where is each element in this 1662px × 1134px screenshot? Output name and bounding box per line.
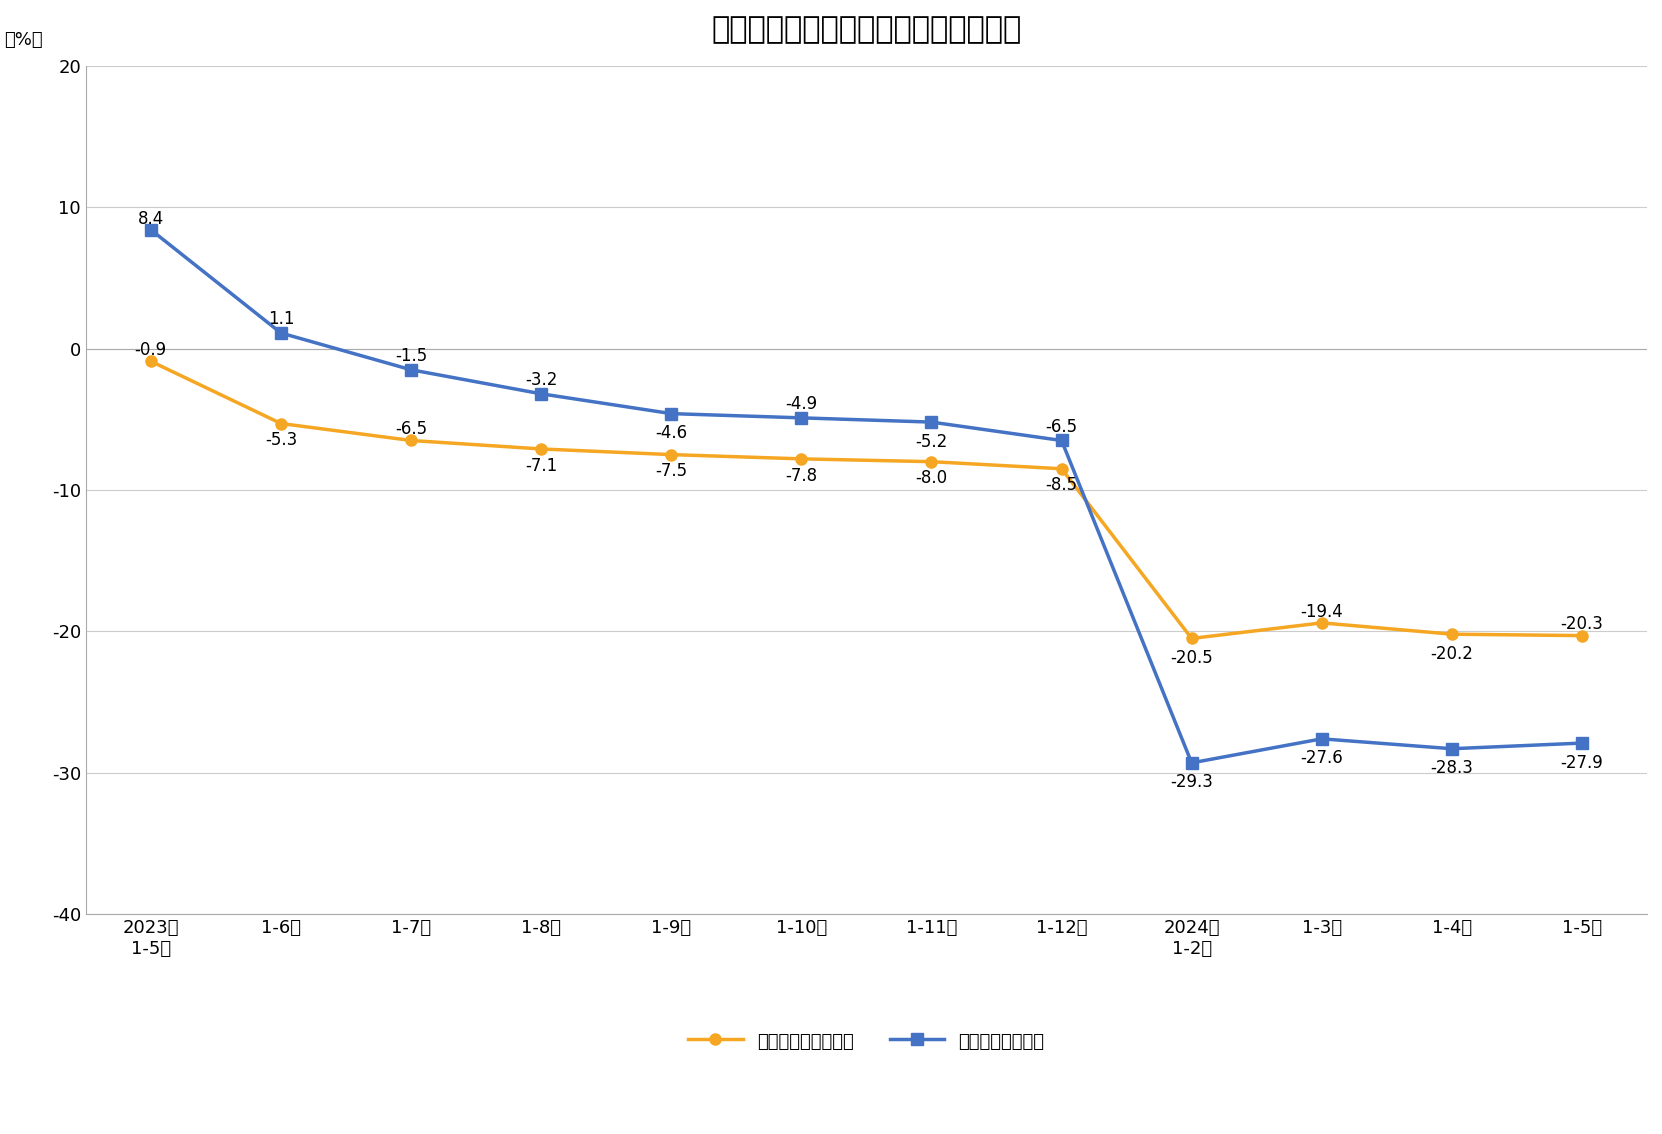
- Text: -7.8: -7.8: [786, 466, 818, 484]
- 新建商品房销售面积: [791, 452, 811, 466]
- Text: -27.9: -27.9: [1561, 753, 1604, 771]
- Text: -19.4: -19.4: [1300, 603, 1343, 620]
- 新建商品房销售面积: [401, 433, 420, 447]
- Text: -29.3: -29.3: [1170, 773, 1213, 792]
- 新建商品房销售面积: [921, 455, 941, 468]
- 新建商品房销售额: [791, 411, 811, 424]
- Text: -27.6: -27.6: [1300, 750, 1343, 768]
- 新建商品房销售面积: [141, 355, 161, 369]
- Text: -4.6: -4.6: [655, 424, 688, 442]
- 新建商品房销售额: [141, 223, 161, 237]
- 新建商品房销售额: [1443, 742, 1463, 755]
- Text: -6.5: -6.5: [396, 421, 427, 439]
- Text: -4.9: -4.9: [786, 395, 818, 413]
- Text: 8.4: 8.4: [138, 210, 165, 228]
- 新建商品房销售额: [921, 415, 941, 429]
- 新建商品房销售面积: [1443, 627, 1463, 641]
- 新建商品房销售额: [271, 327, 291, 340]
- 新建商品房销售额: [532, 387, 552, 400]
- Text: -7.1: -7.1: [525, 457, 557, 475]
- Line: 新建商品房销售额: 新建商品房销售额: [145, 225, 1587, 769]
- 新建商品房销售面积: [271, 416, 291, 430]
- 新建商品房销售面积: [532, 442, 552, 456]
- 新建商品房销售面积: [661, 448, 681, 462]
- Text: -1.5: -1.5: [396, 347, 427, 365]
- Text: -7.5: -7.5: [655, 463, 688, 481]
- 新建商品房销售额: [401, 363, 420, 376]
- 新建商品房销售额: [1572, 736, 1592, 750]
- Text: -8.0: -8.0: [916, 469, 947, 488]
- Line: 新建商品房销售面积: 新建商品房销售面积: [145, 356, 1587, 644]
- Text: -5.3: -5.3: [264, 431, 297, 449]
- Text: -6.5: -6.5: [1045, 417, 1077, 435]
- Text: -20.3: -20.3: [1561, 616, 1604, 634]
- Text: -3.2: -3.2: [525, 371, 557, 389]
- Text: -0.9: -0.9: [135, 341, 166, 359]
- 新建商品房销售面积: [1572, 628, 1592, 642]
- Text: -28.3: -28.3: [1431, 759, 1473, 777]
- 新建商品房销售面积: [1311, 616, 1331, 629]
- Y-axis label: （%）: （%）: [3, 31, 43, 49]
- 新建商品房销售面积: [1052, 462, 1072, 475]
- Legend: 新建商品房销售面积, 新建商品房销售额: 新建商品房销售面积, 新建商品房销售额: [681, 1025, 1052, 1058]
- Text: -20.5: -20.5: [1170, 649, 1213, 667]
- 新建商品房销售额: [661, 407, 681, 421]
- Text: -5.2: -5.2: [916, 432, 947, 450]
- Title: 全国新建商品房销售面积及销售额增速: 全国新建商品房销售面积及销售额增速: [711, 15, 1022, 44]
- 新建商品房销售额: [1182, 756, 1202, 770]
- Text: -20.2: -20.2: [1431, 644, 1473, 662]
- 新建商品房销售额: [1052, 433, 1072, 447]
- Text: -8.5: -8.5: [1045, 476, 1077, 494]
- 新建商品房销售面积: [1182, 632, 1202, 645]
- 新建商品房销售额: [1311, 733, 1331, 746]
- Text: 1.1: 1.1: [268, 310, 294, 328]
